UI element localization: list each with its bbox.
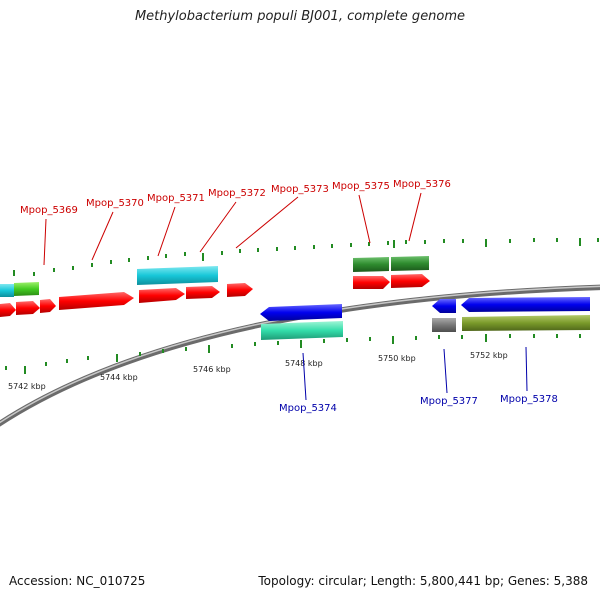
gene-label-mpop-5370[interactable]: Mpop_5370 [86, 198, 144, 209]
gene-label-mpop-5369[interactable]: Mpop_5369 [20, 205, 78, 216]
feature-cyan-left [0, 284, 14, 297]
cds-forward-5370 [59, 292, 134, 310]
gene-label-mpop-5375[interactable]: Mpop_5375 [332, 181, 390, 192]
accession-text: Accession: NC_010725 [9, 574, 146, 588]
lower-leader-lines [302, 346, 528, 401]
feature-cyan-5371 [137, 266, 218, 285]
cds-reverse-5374 [260, 304, 342, 321]
cds-forward [0, 303, 16, 317]
gene-label-mpop-5374[interactable]: Mpop_5374 [279, 403, 337, 414]
upper-tick-row [13, 238, 599, 276]
lower-tick-row [5, 334, 581, 374]
feature-gray-5377 [432, 318, 456, 332]
feature-lime-left [14, 282, 39, 296]
gene-label-mpop-5378[interactable]: Mpop_5378 [500, 394, 558, 405]
cds-forward-5371 [139, 288, 185, 303]
gene-label-mpop-5373[interactable]: Mpop_5373 [271, 184, 329, 195]
kbp-label: 5744 kbp [100, 373, 138, 382]
cds-forward [16, 301, 40, 315]
map-title: Methylobacterium populi BJ001, complete … [134, 9, 466, 24]
cds-forward-5375 [353, 276, 390, 289]
gene-label-mpop-5376[interactable]: Mpop_5376 [393, 179, 451, 190]
feature-green-5375 [353, 257, 389, 272]
cds-forward [40, 299, 56, 313]
feature-olive-5378 [462, 315, 590, 331]
genome-backbone-highlight [0, 285, 600, 424]
cds-reverse-5378 [461, 297, 590, 312]
gene-label-mpop-5371[interactable]: Mpop_5371 [147, 193, 205, 204]
upper-leader-lines [43, 192, 422, 266]
gene-label-mpop-5372[interactable]: Mpop_5372 [208, 188, 266, 199]
cds-forward-5376 [391, 274, 430, 288]
topology-text: Topology: circular; Length: 5,800,441 bp… [258, 574, 588, 588]
kbp-label: 5750 kbp [378, 354, 416, 363]
feature-green-5376 [391, 256, 429, 271]
feature-aqua-5374 [261, 321, 343, 340]
cds-forward-5373 [227, 283, 253, 297]
kbp-label: 5742 kbp [8, 382, 46, 391]
gene-label-mpop-5377[interactable]: Mpop_5377 [420, 396, 478, 407]
cds-reverse-5377 [432, 299, 456, 313]
cds-forward-5372 [186, 286, 220, 299]
kbp-label: 5746 kbp [193, 365, 231, 374]
kbp-label: 5752 kbp [470, 351, 508, 360]
genome-backbone [0, 284, 600, 427]
